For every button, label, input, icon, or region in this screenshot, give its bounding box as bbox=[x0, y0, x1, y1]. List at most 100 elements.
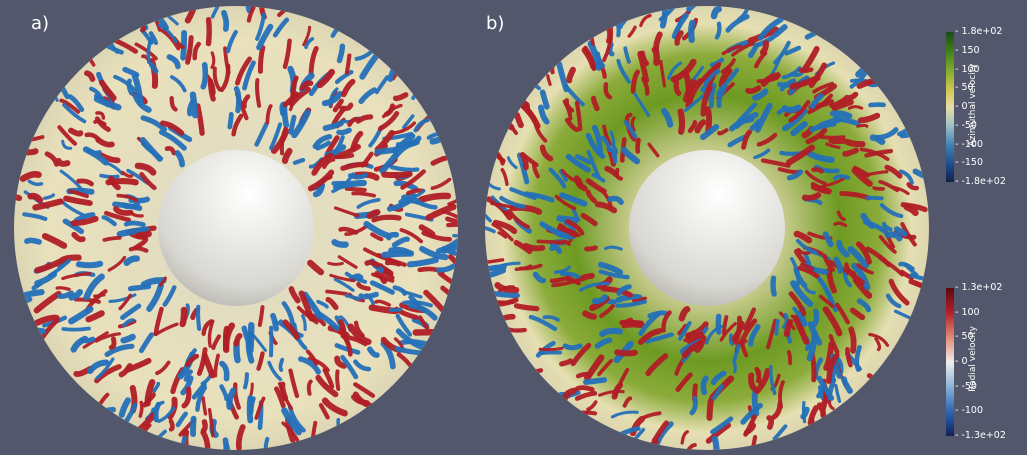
colorbar-tick-label: - -1.3e+02 bbox=[955, 430, 1006, 441]
blue-vortex-tube bbox=[485, 198, 492, 223]
red-vortex-tube bbox=[888, 278, 910, 306]
blue-vortex-tube bbox=[68, 305, 94, 325]
red-vortex-tube bbox=[430, 177, 452, 190]
red-vortex-tube bbox=[418, 224, 436, 238]
blue-vortex-tube bbox=[594, 337, 613, 349]
red-vortex-tube bbox=[169, 96, 178, 112]
colorbar-tick-label: - -150 bbox=[955, 157, 984, 169]
colorbar-tick-label: - -1.8e+02 bbox=[955, 176, 1006, 187]
blue-vortex-tube bbox=[700, 77, 710, 93]
blue-vortex-tube bbox=[841, 376, 853, 394]
red-vortex-tube bbox=[102, 236, 122, 242]
red-vortex-tube bbox=[118, 293, 132, 311]
red-vortex-tube bbox=[190, 307, 200, 321]
red-vortex-tube bbox=[33, 290, 62, 314]
red-vortex-tube bbox=[120, 170, 134, 178]
red-vortex-tube bbox=[720, 58, 736, 74]
blue-vortex-tube bbox=[123, 220, 146, 228]
red-vortex-tube bbox=[878, 235, 897, 254]
red-vortex-tube bbox=[57, 125, 78, 146]
blue-vortex-tube bbox=[148, 31, 159, 46]
red-vortex-tube bbox=[796, 247, 811, 255]
blue-vortex-tube bbox=[288, 114, 297, 135]
red-vortex-tube bbox=[32, 198, 64, 211]
red-vortex-tube bbox=[857, 112, 881, 124]
red-vortex-tube bbox=[94, 364, 122, 384]
blue-vortex-tube bbox=[43, 193, 56, 200]
red-vortex-tube bbox=[211, 334, 222, 350]
red-vortex-tube bbox=[34, 258, 64, 274]
red-vortex-tube bbox=[257, 305, 265, 327]
blue-vortex-tube bbox=[779, 78, 796, 92]
red-vortex-tube bbox=[680, 430, 690, 445]
red-vortex-tube bbox=[641, 76, 650, 96]
red-vortex-tube bbox=[704, 106, 713, 136]
blue-vortex-tube bbox=[122, 318, 135, 328]
red-vortex-tube bbox=[743, 422, 757, 436]
blue-vortex-tube bbox=[95, 357, 115, 380]
blue-vortex-tube bbox=[781, 104, 802, 114]
blue-vortex-tube bbox=[120, 333, 136, 344]
red-vortex-tube bbox=[706, 398, 714, 421]
blue-vortex-tube bbox=[170, 75, 187, 93]
colorbar-tick-label: - 100 bbox=[955, 306, 980, 318]
red-vortex-tube bbox=[519, 263, 543, 271]
blue-vortex-tube bbox=[340, 354, 359, 380]
red-vortex-tube bbox=[363, 247, 391, 262]
red-vortex-tube bbox=[614, 349, 638, 357]
red-vortex-tube bbox=[344, 53, 352, 75]
blue-vortex-tube bbox=[62, 218, 85, 235]
red-vortex-tube bbox=[305, 349, 319, 366]
blue-vortex-tube bbox=[660, 108, 674, 128]
red-vortex-tube bbox=[234, 56, 252, 86]
red-vortex-tube bbox=[742, 307, 757, 331]
blue-vortex-tube bbox=[333, 277, 355, 292]
red-vortex-tube bbox=[651, 420, 669, 444]
red-vortex-tube bbox=[374, 299, 392, 307]
blue-vortex-tube bbox=[120, 303, 142, 320]
blue-vortex-tube bbox=[388, 307, 403, 313]
blue-vortex-tube bbox=[312, 134, 333, 150]
blue-vortex-tube bbox=[725, 14, 750, 33]
red-vortex-tube bbox=[160, 120, 185, 136]
red-vortex-tube bbox=[613, 367, 630, 397]
blue-vortex-tube bbox=[856, 298, 872, 313]
red-vortex-tube bbox=[884, 164, 903, 179]
red-vortex-tube bbox=[351, 191, 376, 198]
blue-vortex-tube bbox=[833, 256, 844, 274]
red-vortex-tube bbox=[321, 397, 348, 417]
red-vortex-tube bbox=[94, 332, 121, 343]
blue-vortex-tube bbox=[386, 231, 400, 241]
blue-vortex-tube bbox=[157, 406, 176, 423]
red-vortex-tube bbox=[497, 231, 508, 239]
blue-vortex-tube bbox=[732, 360, 737, 374]
red-vortex-tube bbox=[627, 25, 637, 38]
blue-vortex-tube bbox=[123, 255, 140, 266]
blue-vortex-tube bbox=[401, 290, 423, 299]
colorbar-tick-label: - -100 bbox=[955, 138, 984, 150]
red-vortex-tube bbox=[332, 153, 355, 160]
red-vortex-tube bbox=[574, 385, 595, 392]
red-vortex-tube bbox=[844, 91, 859, 101]
blue-vortex-tube bbox=[607, 195, 624, 205]
red-vortex-tube bbox=[68, 189, 89, 199]
red-vortex-tube bbox=[139, 172, 157, 191]
red-vortex-tube bbox=[93, 119, 107, 126]
blue-vortex-tube bbox=[245, 332, 255, 364]
red-vortex-tube bbox=[582, 310, 597, 320]
blue-vortex-tube bbox=[716, 82, 728, 97]
blue-vortex-tube bbox=[336, 127, 352, 136]
red-vortex-tube bbox=[856, 263, 874, 275]
blue-vortex-tube bbox=[68, 288, 84, 301]
red-vortex-tube bbox=[538, 346, 564, 352]
blue-vortex-tube bbox=[562, 343, 583, 351]
red-vortex-tube bbox=[212, 66, 222, 92]
red-vortex-tube bbox=[84, 132, 101, 142]
blue-vortex-tube bbox=[611, 145, 618, 159]
red-vortex-tube bbox=[347, 116, 359, 127]
blue-vortex-tube bbox=[488, 290, 520, 299]
red-vortex-tube bbox=[639, 14, 652, 28]
red-vortex-tube bbox=[213, 353, 220, 378]
blue-vortex-tube bbox=[82, 146, 109, 166]
